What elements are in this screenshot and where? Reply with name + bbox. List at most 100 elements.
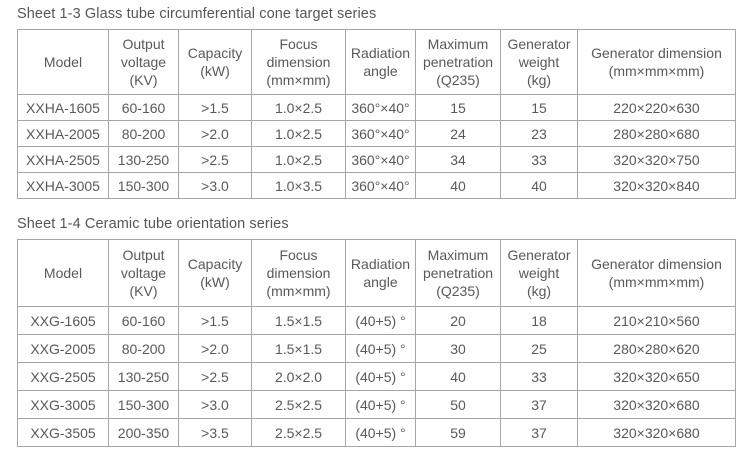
sheet-1-4-title: Sheet 1-4 Ceramic tube orientation serie…: [17, 216, 289, 232]
table-section-sheet-1-4: Sheet 1-4 Ceramic tube orientation serie…: [17, 216, 750, 447]
generator-dimension-cell: 280×280×680: [577, 120, 736, 147]
model-cell: XXG-3005: [17, 390, 109, 419]
output-voltage-cell: 200-350: [108, 418, 179, 447]
output-voltage-cell: 60-160: [108, 94, 179, 121]
table-row: XXHA-1605 60-160 >1.5 1.0×2.5 360°×40° 15 15 22…: [17, 94, 736, 121]
column-header-generator-dimension: Generator dimension (mm×mm×mm): [577, 29, 736, 95]
table-row: XXHA-2505 130-250 >2.5 1.0×2.5 360°×40° 34 33 3…: [17, 146, 736, 173]
column-header-model: Model: [17, 29, 109, 95]
model-cell: XXG-2505: [17, 362, 109, 391]
generator-dimension-cell: 320×320×650: [577, 362, 736, 391]
focus-dimension-cell: 2.5×2.5: [251, 418, 346, 447]
radiation-angle-cell: 360°×40°: [345, 146, 416, 173]
generator-dimension-cell: 320×320×840: [577, 172, 736, 199]
focus-dimension-cell: 1.0×2.5: [251, 94, 346, 121]
header-row: Model Output voltage (KV) Capacity (kW) Foc…: [17, 239, 736, 307]
focus-dimension-cell: 1.0×2.5: [251, 120, 346, 147]
capacity-cell: >3.0: [178, 172, 252, 199]
column-header-capacity: Capacity (kW): [178, 239, 252, 307]
generator-weight-cell: 15: [500, 94, 578, 121]
generator-dimension-cell: 280×280×620: [577, 334, 736, 363]
focus-dimension-cell: 1.0×3.5: [251, 172, 346, 199]
column-header-generator-dimension: Generator dimension (mm×mm×mm): [577, 239, 736, 307]
column-header-generator-weight: Generator weight (kg): [500, 29, 578, 95]
generator-weight-cell: 40: [500, 172, 578, 199]
focus-dimension-cell: 1.5×1.5: [251, 334, 346, 363]
table-row: XXHA-2005 80-200 >2.0 1.0×2.5 360°×40° 24 23 28…: [17, 120, 736, 147]
model-cell: XXHA-1605: [17, 94, 109, 121]
radiation-angle-cell: (40+5) °: [345, 362, 416, 391]
generator-dimension-cell: 320×320×680: [577, 390, 736, 419]
maximum-penetration-cell: 34: [415, 146, 501, 173]
radiation-angle-cell: 360°×40°: [345, 94, 416, 121]
generator-dimension-cell: 210×210×560: [577, 306, 736, 335]
generator-weight-cell: 23: [500, 120, 578, 147]
generator-weight-cell: 33: [500, 146, 578, 173]
table-row: XXHA-3005 150-300 >3.0 1.0×3.5 360°×40° 40 40 3…: [17, 172, 736, 199]
capacity-cell: >2.0: [178, 120, 252, 147]
output-voltage-cell: 130-250: [108, 146, 179, 173]
capacity-cell: >3.5: [178, 418, 252, 447]
radiation-angle-cell: 360°×40°: [345, 120, 416, 147]
column-header-focus-dimension: Focus dimension (mm×mm): [251, 239, 346, 307]
table-row: XXG-3505 200-350 >3.5 2.5×2.5 (40+5) ° 59 37 32…: [17, 418, 736, 447]
model-cell: XXHA-2505: [17, 146, 109, 173]
output-voltage-cell: 80-200: [108, 120, 179, 147]
capacity-cell: >1.5: [178, 94, 252, 121]
radiation-angle-cell: (40+5) °: [345, 306, 416, 335]
radiation-angle-cell: (40+5) °: [345, 334, 416, 363]
column-header-maximum-penetration: Maximum penetration (Q235): [415, 239, 501, 307]
generator-weight-cell: 33: [500, 362, 578, 391]
model-cell: XXHA-2005: [17, 120, 109, 147]
table-row: XXG-2005 80-200 >2.0 1.5×1.5 (40+5) ° 30 25 280…: [17, 334, 736, 363]
model-cell: XXG-1605: [17, 306, 109, 335]
maximum-penetration-cell: 40: [415, 172, 501, 199]
focus-dimension-cell: 2.0×2.0: [251, 362, 346, 391]
radiation-angle-cell: 360°×40°: [345, 172, 416, 199]
model-cell: XXG-3505: [17, 418, 109, 447]
column-header-capacity: Capacity (kW): [178, 29, 252, 95]
output-voltage-cell: 150-300: [108, 172, 179, 199]
model-cell: XXG-2005: [17, 334, 109, 363]
focus-dimension-cell: 1.0×2.5: [251, 146, 346, 173]
radiation-angle-cell: (40+5) °: [345, 390, 416, 419]
table-row: XXG-1605 60-160 >1.5 1.5×1.5 (40+5) ° 20 18 210…: [17, 306, 736, 335]
generator-dimension-cell: 320×320×680: [577, 418, 736, 447]
table-section-sheet-1-3: Sheet 1-3 Glass tube circumferential con…: [17, 6, 750, 199]
capacity-cell: >2.0: [178, 334, 252, 363]
output-voltage-cell: 130-250: [108, 362, 179, 391]
column-header-radiation-angle: Radiation angle: [345, 29, 416, 95]
maximum-penetration-cell: 40: [415, 362, 501, 391]
table-row: XXG-3005 150-300 >3.0 2.5×2.5 (40+5) ° 50 37 32…: [17, 390, 736, 419]
sheet-1-3-spec-table: Model Output voltage (KV) Capacity (kW) Foc…: [17, 29, 736, 199]
column-header-maximum-penetration: Maximum penetration (Q235): [415, 29, 501, 95]
output-voltage-cell: 80-200: [108, 334, 179, 363]
output-voltage-cell: 150-300: [108, 390, 179, 419]
generator-dimension-cell: 320×320×750: [577, 146, 736, 173]
focus-dimension-cell: 2.5×2.5: [251, 390, 346, 419]
capacity-cell: >2.5: [178, 362, 252, 391]
sheet-1-3-title: Sheet 1-3 Glass tube circumferential con…: [17, 6, 377, 22]
maximum-penetration-cell: 24: [415, 120, 501, 147]
generator-weight-cell: 18: [500, 306, 578, 335]
radiation-angle-cell: (40+5) °: [345, 418, 416, 447]
maximum-penetration-cell: 15: [415, 94, 501, 121]
column-header-focus-dimension: Focus dimension (mm×mm): [251, 29, 346, 95]
capacity-cell: >1.5: [178, 306, 252, 335]
capacity-cell: >3.0: [178, 390, 252, 419]
generator-dimension-cell: 220×220×630: [577, 94, 736, 121]
column-header-output-voltage: Output voltage (KV): [108, 29, 179, 95]
column-header-output-voltage: Output voltage (KV): [108, 239, 179, 307]
header-row: Model Output voltage (KV) Capacity (kW) Foc…: [17, 29, 736, 95]
model-cell: XXHA-3005: [17, 172, 109, 199]
generator-weight-cell: 37: [500, 418, 578, 447]
table-row: XXG-2505 130-250 >2.5 2.0×2.0 (40+5) ° 40 33 32…: [17, 362, 736, 391]
column-header-generator-weight: Generator weight (kg): [500, 239, 578, 307]
maximum-penetration-cell: 20: [415, 306, 501, 335]
maximum-penetration-cell: 50: [415, 390, 501, 419]
generator-weight-cell: 37: [500, 390, 578, 419]
maximum-penetration-cell: 59: [415, 418, 501, 447]
sheet-1-4-spec-table: Model Output voltage (KV) Capacity (kW) Foc…: [17, 239, 736, 447]
column-header-radiation-angle: Radiation angle: [345, 239, 416, 307]
